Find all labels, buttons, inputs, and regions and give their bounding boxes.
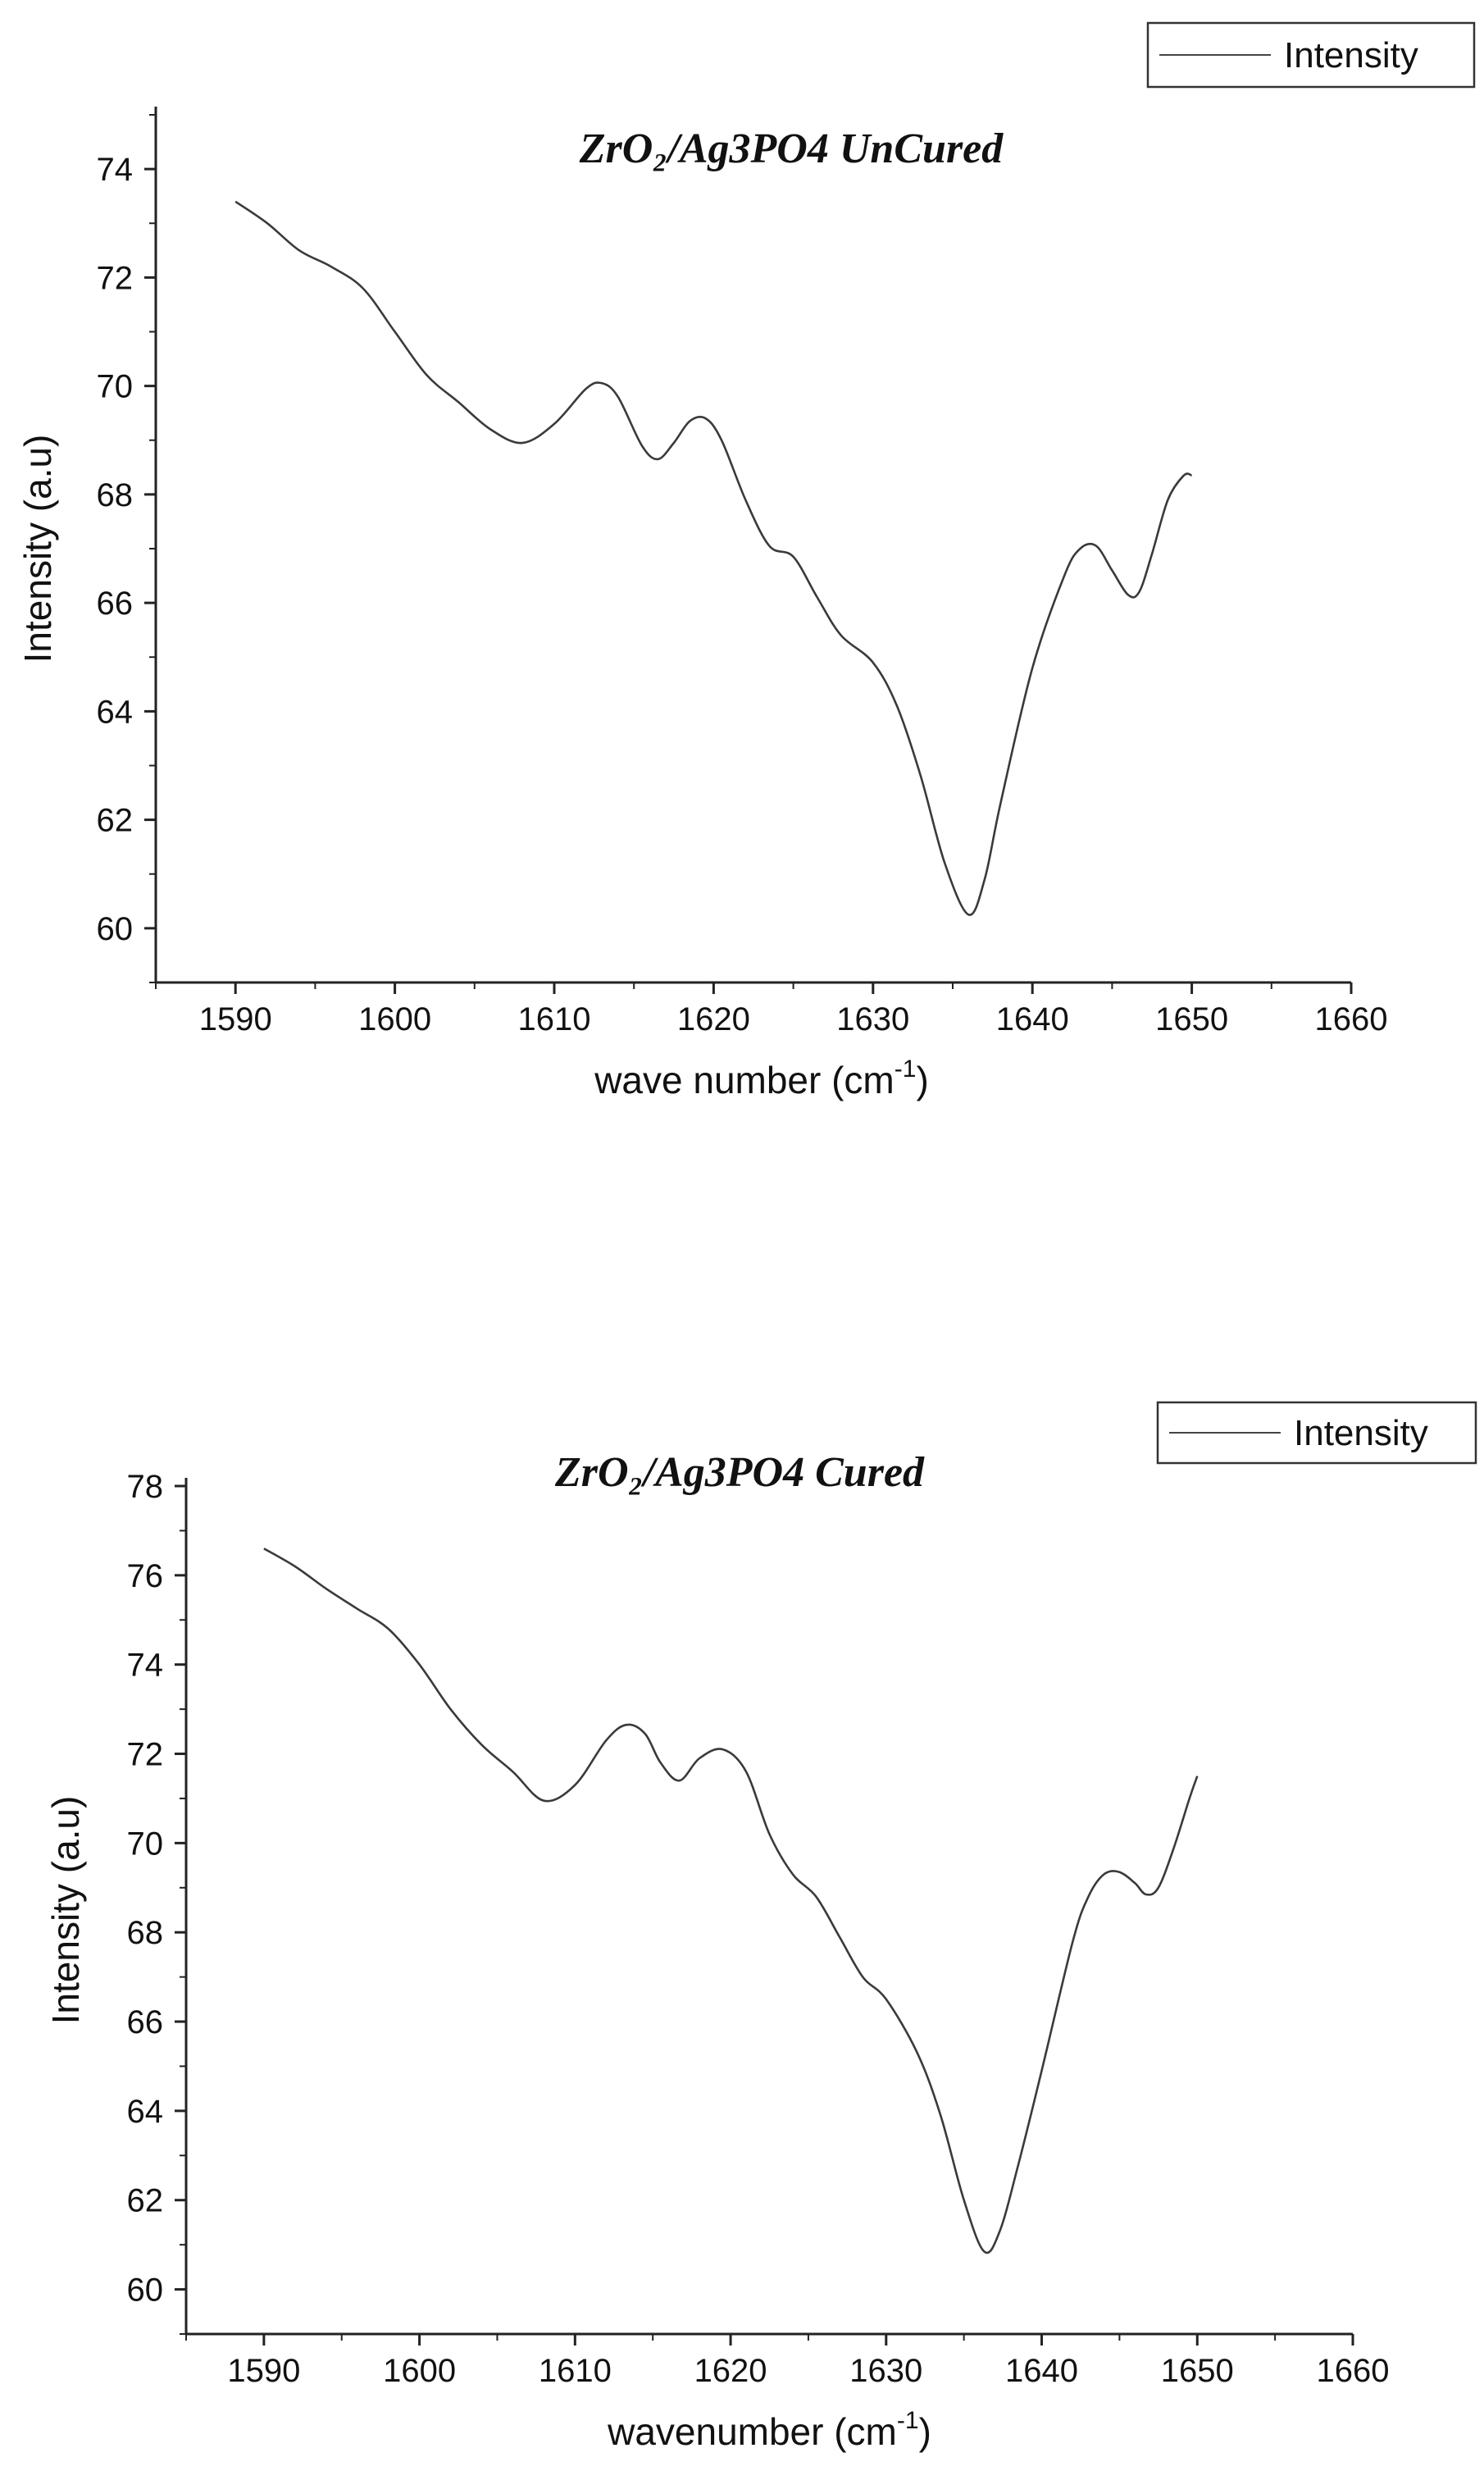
y-tick-label: 66 xyxy=(127,2004,164,2040)
y-tick-label: 64 xyxy=(97,694,134,730)
y-tick-label: 60 xyxy=(97,911,134,947)
uncured-chart: 1590 1600 1610 1620 1630 1640 1650 1660 60 62 64 66… xyxy=(16,21,1476,1101)
x-tick-label: 1640 xyxy=(1005,2353,1078,2389)
title-panel xyxy=(402,107,1189,205)
y-tick-label: 74 xyxy=(127,1648,164,1684)
x-tick-label: 1610 xyxy=(518,1001,591,1037)
y-axis-title: Intensity (a.u) xyxy=(16,435,59,663)
x-tick-label: 1600 xyxy=(358,1001,431,1037)
cured-chart: 1590 1600 1610 1620 1630 1640 1650 1660 60 62 64 66… xyxy=(44,1401,1477,2453)
y-tick-label: 78 xyxy=(127,1469,164,1505)
x-axis-title-superscript: -1 xyxy=(897,2407,919,2434)
series-line-intensity xyxy=(263,1548,1199,2254)
y-tick-label: 76 xyxy=(127,1558,164,1594)
x-axis-title-tail: ) xyxy=(916,1059,928,1101)
x-tick-label: 1600 xyxy=(383,2353,456,2389)
x-tick-label: 1620 xyxy=(694,2353,767,2389)
series-line-intensity xyxy=(234,200,1192,916)
x-tick-label: 1650 xyxy=(1161,2353,1234,2389)
y-tick-label: 62 xyxy=(97,803,134,839)
x-tick-label: 1640 xyxy=(996,1001,1069,1037)
x-tick-label: 1590 xyxy=(227,2353,300,2389)
x-tick-label: 1660 xyxy=(1317,2353,1390,2389)
legend-label: Intensity xyxy=(1294,1413,1428,1453)
y-tick-label: 62 xyxy=(127,2183,164,2219)
x-axis-title: wave number (cm-1) xyxy=(594,1055,929,1101)
y-tick-label: 70 xyxy=(97,369,134,405)
x-tick-label: 1590 xyxy=(199,1001,272,1037)
chart-title: ZrO₂/Ag3PO4 UnCured xyxy=(579,125,1004,172)
y-axis-title: Intensity (a.u) xyxy=(44,1796,87,2025)
x-tick-label: 1660 xyxy=(1315,1001,1388,1037)
y-tick-label: 72 xyxy=(97,260,134,296)
legend-label: Intensity xyxy=(1284,35,1418,75)
y-tick-label: 60 xyxy=(127,2273,164,2309)
chart-title: ZrO₂/Ag3PO4 Cured xyxy=(554,1449,925,1496)
x-axis-title-superscript: -1 xyxy=(894,1055,917,1083)
y-tick-label: 64 xyxy=(127,2094,164,2130)
y-tick-label: 70 xyxy=(127,1826,164,1862)
x-tick-label: 1620 xyxy=(677,1001,750,1037)
x-axis-title-main: wavenumber (cm xyxy=(607,2410,897,2453)
y-tick-label: 66 xyxy=(97,586,134,622)
y-tick-label: 72 xyxy=(127,1737,164,1773)
x-tick-label: 1630 xyxy=(836,1001,909,1037)
x-tick-label: 1630 xyxy=(849,2353,922,2389)
x-axis-title-tail: ) xyxy=(919,2410,931,2453)
x-tick-label: 1610 xyxy=(539,2353,612,2389)
y-tick-label: 68 xyxy=(97,477,134,513)
y-tick-label: 74 xyxy=(97,152,134,188)
x-axis-title-main: wave number (cm xyxy=(594,1059,894,1101)
x-axis-title: wavenumber (cm-1) xyxy=(607,2407,931,2453)
y-tick-label: 68 xyxy=(127,1915,164,1951)
x-tick-label: 1650 xyxy=(1155,1001,1228,1037)
